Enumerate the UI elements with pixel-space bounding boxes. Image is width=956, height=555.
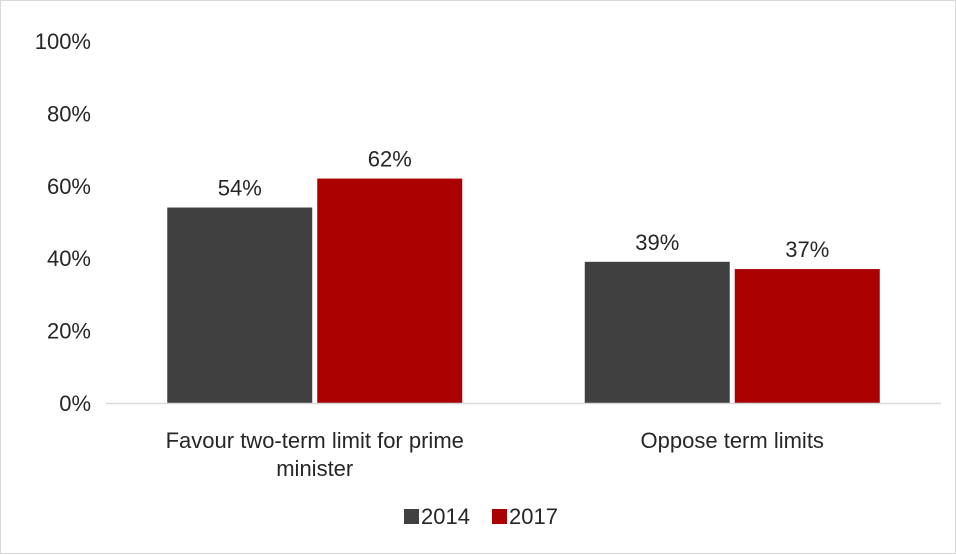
y-tick-label: 100%	[35, 29, 91, 54]
bar-2017-2	[734, 269, 880, 403]
y-tick-label: 80%	[47, 101, 91, 126]
y-tick-label: 40%	[47, 246, 91, 271]
bars	[167, 178, 880, 403]
y-tick-label: 0%	[59, 391, 91, 416]
legend-label-2014: 2014	[421, 504, 470, 529]
data-label: 54%	[218, 176, 262, 201]
category-label: Favour two-term limit for prime minister	[166, 428, 464, 481]
bar-2017-1	[317, 178, 463, 403]
legend-label-2017: 2017	[509, 504, 558, 529]
bar-2014-1	[167, 207, 313, 403]
legend-swatch-2014	[404, 509, 419, 524]
legend: 2014 2017	[404, 504, 558, 529]
category-labels: Favour two-term limit for prime minister O…	[166, 428, 824, 481]
category-label: Oppose term limits	[641, 428, 824, 453]
data-label: 37%	[785, 237, 829, 262]
y-tick-label: 20%	[47, 319, 91, 344]
data-label: 62%	[368, 147, 412, 172]
data-labels: 54% 62% 39% 37%	[218, 147, 830, 263]
y-tick-label: 60%	[47, 174, 91, 199]
data-label: 39%	[635, 230, 679, 255]
y-axis-ticks: 0% 20% 40% 60% 80% 100%	[35, 29, 91, 416]
bar-2014-2	[584, 261, 730, 403]
legend-swatch-2017	[492, 509, 507, 524]
